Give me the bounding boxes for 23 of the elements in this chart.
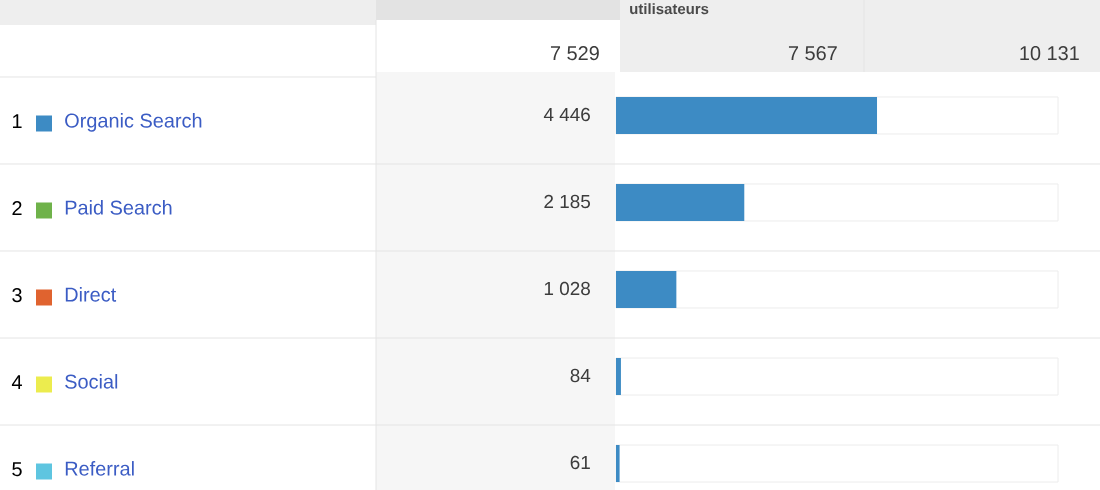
y-tick-label: Social xyxy=(65,374,118,389)
text: 1 xyxy=(12,114,22,128)
text: 7 567 xyxy=(788,46,837,61)
y-tick-label: Referral xyxy=(65,461,134,476)
bar xyxy=(616,271,677,308)
bar xyxy=(616,445,620,482)
y-tick-label: Paid Search xyxy=(65,200,172,215)
text: 10 131 xyxy=(1020,46,1079,61)
data-label: 2 185 xyxy=(544,194,590,209)
text: 4 xyxy=(11,375,22,389)
y-tick-label: Direct xyxy=(65,287,117,302)
bar xyxy=(616,358,621,395)
bar xyxy=(616,184,745,221)
data-label: 61 xyxy=(570,455,590,470)
data-label: 1 028 xyxy=(544,281,590,296)
text: 5 xyxy=(12,462,22,477)
text: 2 xyxy=(12,201,22,215)
text: 3 xyxy=(12,288,22,303)
data-label: 84 xyxy=(570,368,591,383)
text: 7 529 xyxy=(550,46,599,61)
data-label: 4 446 xyxy=(543,107,590,122)
text: utilisateurs xyxy=(630,3,709,15)
y-tick-label: Organic Search xyxy=(65,113,202,132)
